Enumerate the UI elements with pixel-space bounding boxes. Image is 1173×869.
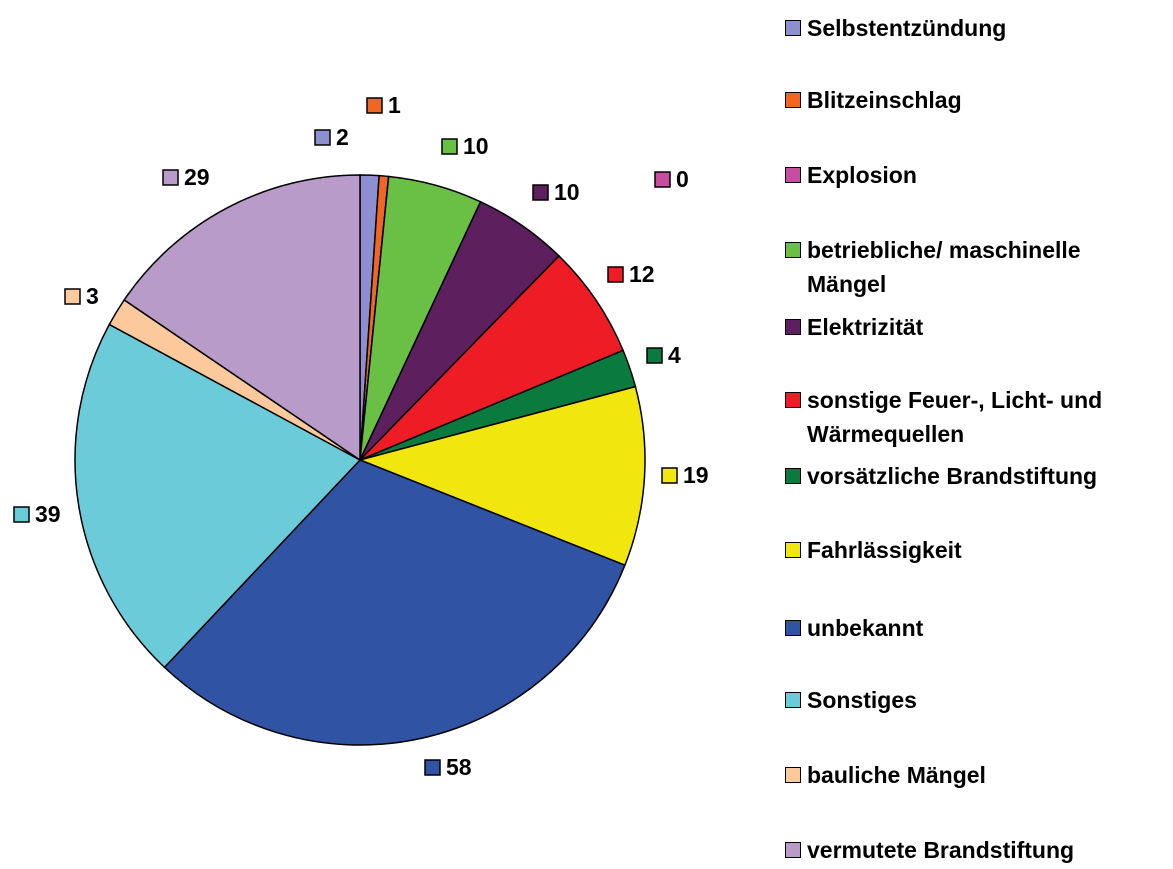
legend-swatch [785, 167, 801, 183]
legend-swatch [785, 692, 801, 708]
legend-item: vorsätzliche Brandstiftung [785, 459, 1165, 493]
label-key [654, 171, 671, 188]
legend-swatch [785, 92, 801, 108]
label-key [646, 347, 663, 364]
pie-slice [357, 385, 646, 567]
legend-label: Blitzeinschlag [807, 87, 962, 113]
label-key [162, 169, 179, 186]
label-key [366, 97, 383, 114]
legend-label: vermutete Brandstiftung [807, 837, 1075, 863]
label-key [661, 467, 678, 484]
pie-slice [74, 323, 362, 669]
data-label: 0 [676, 166, 689, 192]
legend-label: bauliche Mängel [807, 762, 986, 788]
data-label: 19 [683, 462, 709, 488]
label-key [13, 506, 30, 523]
legend-label: vorsätzliche Brandstiftung [807, 463, 1098, 489]
data-label: 4 [668, 342, 681, 368]
data-label: 10 [463, 133, 489, 159]
label-key [64, 288, 81, 305]
legend-swatch [785, 842, 801, 858]
legend-swatch [785, 767, 801, 783]
legend-label: betriebliche/ maschinelle Mängel [807, 237, 1081, 297]
data-label: 12 [629, 261, 655, 287]
legend-label: Sonstiges [807, 687, 917, 713]
data-label: 3 [86, 283, 99, 309]
legend-swatch [785, 468, 801, 484]
legend-swatch [785, 620, 801, 636]
legend-swatch [785, 392, 801, 408]
pie-slice [359, 254, 625, 461]
legend-label: Selbstentzündung [807, 15, 1007, 41]
legend-label: Fahrlässigkeit [807, 537, 962, 563]
legend-label: sonstige Feuer-, Licht- und Wärmequellen [807, 387, 1103, 447]
label-key [607, 266, 624, 283]
data-label: 29 [184, 164, 210, 190]
data-label: 10 [554, 179, 580, 205]
legend-item: Fahrlässigkeit [785, 533, 1165, 567]
legend-swatch [785, 542, 801, 558]
legend-label: Elektrizität [807, 314, 924, 340]
legend-item: sonstige Feuer-, Licht- und Wärmequellen [785, 383, 1165, 451]
label-key [424, 759, 441, 776]
legend-item: Blitzeinschlag [785, 83, 1165, 117]
data-label: 1 [388, 92, 401, 118]
legend-item: Explosion [785, 158, 1165, 192]
pie-slice [163, 459, 626, 746]
legend-item: bauliche Mängel [785, 758, 1165, 792]
data-label: 39 [35, 501, 61, 527]
pie-slice [123, 174, 361, 462]
legend-swatch [785, 20, 801, 36]
legend-item: unbekannt [785, 611, 1165, 645]
legend-item: Selbstentzündung [785, 11, 1165, 45]
label-key [441, 138, 458, 155]
legend-label: unbekannt [807, 615, 924, 641]
legend-item: betriebliche/ maschinelle Mängel [785, 233, 1165, 301]
label-key [532, 184, 549, 201]
data-label: 58 [446, 754, 472, 780]
legend-item: Elektrizität [785, 310, 1165, 344]
label-key [314, 129, 331, 146]
legend-swatch [785, 319, 801, 335]
legend-item: vermutete Brandstiftung [785, 833, 1165, 867]
legend-label: Explosion [807, 162, 917, 188]
legend-item: Sonstiges [785, 683, 1165, 717]
legend-swatch [785, 242, 801, 258]
data-label: 2 [336, 124, 349, 150]
